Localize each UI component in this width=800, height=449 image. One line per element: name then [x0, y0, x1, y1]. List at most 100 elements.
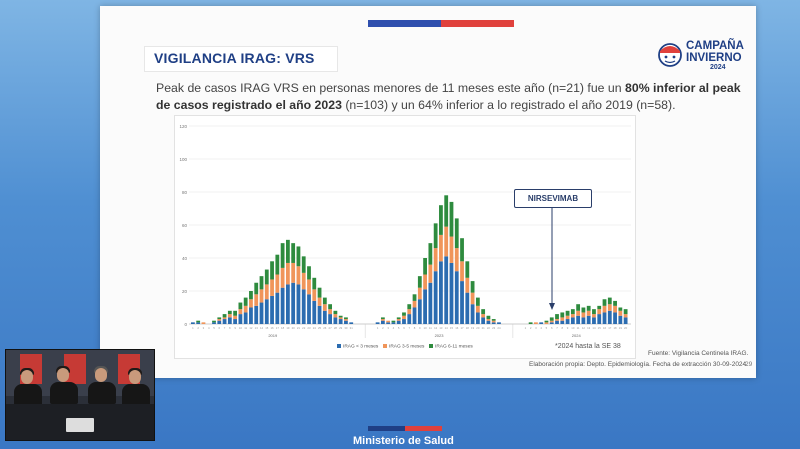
- week-tick-label: 9: [567, 326, 569, 330]
- week-tick-label: 23: [492, 326, 496, 330]
- nirsevimab-callout: NIRSEVIMAB: [514, 189, 592, 208]
- bar-6to11: [618, 307, 623, 311]
- bar-3to5: [560, 317, 565, 321]
- bar-lt3: [439, 261, 443, 324]
- bar-lt3: [322, 310, 327, 324]
- bar-3to5: [402, 315, 406, 320]
- bar-lt3: [417, 299, 422, 324]
- bar-6to11: [586, 305, 591, 311]
- video-inset[interactable]: [5, 349, 155, 441]
- bar-lt3: [497, 322, 501, 324]
- bar-3to5: [254, 294, 259, 306]
- slide-description: Peak de casos IRAG VRS en personas menor…: [156, 80, 746, 113]
- desk-logo: [66, 418, 94, 432]
- week-tick-label: 2: [382, 326, 384, 330]
- bar-6to11: [481, 309, 486, 315]
- bar-3to5: [396, 319, 401, 321]
- bar-3to5: [243, 305, 248, 313]
- bar-lt3: [592, 317, 596, 324]
- week-tick-label: 9: [234, 326, 236, 330]
- bar-3to5: [570, 314, 575, 318]
- slide-title-box: [144, 46, 338, 72]
- bar-6to11: [322, 297, 327, 305]
- bar-lt3: [222, 319, 227, 324]
- bar-lt3: [227, 317, 232, 324]
- week-tick-label: 8: [229, 326, 231, 330]
- week-tick-label: 3: [387, 326, 389, 330]
- week-tick-label: 30: [344, 326, 348, 330]
- week-tick-label: 17: [460, 326, 464, 330]
- bar-lt3: [607, 310, 612, 324]
- bar-6to11: [402, 312, 406, 316]
- bar-lt3: [338, 319, 343, 324]
- chart-footnote: *2024 hasta la SE 38: [555, 343, 621, 350]
- bar-6to11: [565, 310, 570, 316]
- bar-lt3: [307, 294, 311, 324]
- bar-3to5: [328, 309, 333, 315]
- bar-6to11: [570, 309, 575, 315]
- week-tick-label: 22: [302, 326, 306, 330]
- bar-lt3: [565, 319, 570, 324]
- bar-lt3: [433, 271, 438, 324]
- bar-6to11: [217, 317, 222, 320]
- bar-3to5: [275, 274, 280, 293]
- week-tick-label: 20: [624, 326, 628, 330]
- bar-lt3: [623, 317, 628, 324]
- bar-lt3: [460, 281, 464, 324]
- bar-6to11: [449, 201, 454, 237]
- bar-3to5: [307, 279, 311, 295]
- bar-lt3: [613, 312, 617, 324]
- bar-3to5: [233, 315, 238, 320]
- bar-3to5: [607, 304, 612, 311]
- bar-6to11: [576, 304, 581, 311]
- bar-6to11: [597, 305, 602, 310]
- legend-label: IRAG 6-11 meses: [435, 344, 473, 350]
- bar-3to5: [439, 234, 443, 262]
- week-tick-label: 4: [393, 326, 395, 330]
- bar-6to11: [407, 304, 412, 310]
- week-tick-label: 2: [530, 326, 532, 330]
- bar-lt3: [491, 322, 496, 324]
- legend-swatch: [383, 344, 387, 348]
- bar-6to11: [285, 239, 290, 263]
- bar-lt3: [481, 317, 486, 324]
- bar-3to5: [470, 292, 475, 305]
- week-tick-label: 11: [577, 326, 580, 330]
- bar-3to5: [555, 319, 559, 321]
- bar-lt3: [386, 322, 391, 324]
- presentation-slide: VIGILANCIA IRAG: VRS CAMPAÑA INVIERNO 20…: [100, 6, 756, 378]
- bar-3to5: [338, 317, 343, 320]
- bar-6to11: [470, 281, 475, 293]
- bar-lt3: [602, 312, 607, 324]
- bar-3to5: [549, 320, 554, 323]
- bar-lt3: [333, 317, 338, 324]
- bar-3to5: [301, 272, 306, 290]
- bar-lt3: [270, 295, 274, 324]
- week-tick-label: 9: [419, 326, 421, 330]
- page-number: 29: [745, 361, 753, 368]
- week-tick-label: 15: [450, 326, 454, 330]
- bar-lt3: [423, 289, 427, 324]
- bar-3to5: [386, 320, 391, 323]
- bar-lt3: [328, 314, 333, 324]
- bar-6to11: [613, 300, 617, 306]
- bar-lt3: [412, 307, 417, 324]
- week-tick-label: 15: [265, 326, 269, 330]
- slide-flag-bar: [368, 20, 514, 27]
- bar-3to5: [491, 320, 496, 323]
- week-tick-label: 20: [476, 326, 480, 330]
- y-tick-label: 0: [184, 322, 187, 327]
- bar-lt3: [259, 302, 264, 324]
- bar-lt3: [618, 315, 623, 324]
- bar-6to11: [396, 317, 401, 320]
- bar-6to11: [465, 261, 470, 278]
- legend-label: IRAG 3-5 meses: [389, 344, 425, 350]
- week-tick-label: 10: [571, 326, 575, 330]
- week-tick-label: 18: [466, 326, 470, 330]
- bar-6to11: [439, 205, 443, 235]
- bar-lt3: [402, 319, 406, 324]
- elaboration-note: Elaboración propia: Depto. Epidemiología…: [529, 361, 748, 368]
- bar-6to11: [491, 319, 496, 321]
- bar-3to5: [322, 304, 327, 311]
- bar-3to5: [544, 322, 549, 324]
